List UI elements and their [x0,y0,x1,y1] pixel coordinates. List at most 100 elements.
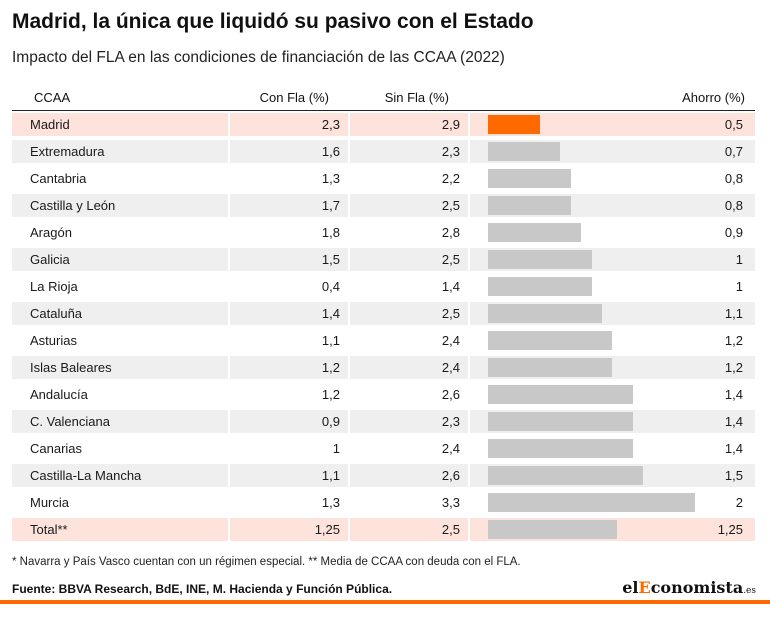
ccaa-cell-text: C. Valenciana [30,414,110,429]
ccaa-cell-text: Andalucía [30,387,88,402]
table-row: Cataluña 1,4 2,5 1,1 [12,300,755,327]
column-header-sin-fla: Sin Fla (%) [384,90,449,105]
sin-fla-cell: 2,5 [350,248,468,271]
con-fla-cell-text: 2,3 [321,117,340,132]
ccaa-cell: Andalucía [12,383,228,406]
table-row: Extremadura 1,6 2,3 0,7 [12,138,755,165]
ccaa-cell-text: Castilla-La Mancha [30,468,142,483]
ccaa-cell: Canarias [12,437,228,460]
sin-fla-cell: 2,4 [350,329,468,352]
ahorro-cell: 1,1 [470,302,755,325]
ahorro-cell-text: 0,7 [724,144,743,159]
con-fla-cell-text: 1,3 [321,171,340,186]
ahorro-bar [488,466,643,485]
ahorro-cell-text: 1,4 [724,387,743,402]
ahorro-bar [488,493,695,512]
con-fla-cell: 1,25 [230,518,348,541]
con-fla-cell: 2,3 [230,113,348,136]
ahorro-cell-text: 1,25 [717,522,743,537]
table-row: Total** 1,25 2,5 1,25 [12,516,755,543]
column-header-con-fla: Con Fla (%) [259,90,329,105]
ccaa-cell: Madrid [12,113,228,136]
con-fla-cell-text: 1,2 [321,360,340,375]
table-row: Asturias 1,1 2,4 1,2 [12,327,755,354]
ahorro-bar [488,115,540,134]
ahorro-bar [488,277,592,296]
column-header-ccaa: CCAA [34,90,71,105]
con-fla-cell: 1,2 [230,356,348,379]
sin-fla-cell-text: 2,6 [441,468,460,483]
sin-fla-cell-text: 2,6 [441,387,460,402]
ccaa-cell: Total** [12,518,228,541]
ccaa-cell: C. Valenciana [12,410,228,433]
ahorro-bar [488,412,633,431]
table-row: Castilla y León 1,7 2,5 0,8 [12,192,755,219]
con-fla-cell-text: 1,7 [321,198,340,213]
con-fla-cell: 1,6 [230,140,348,163]
sin-fla-cell: 2,2 [350,167,468,190]
table-row: Castilla-La Mancha 1,1 2,6 1,5 [12,462,755,489]
sin-fla-cell-text: 2,2 [441,171,460,186]
chart-subtitle: Impacto del FLA en las condiciones de fi… [12,49,505,66]
ccaa-cell: Castilla y León [12,194,228,217]
ccaa-cell-text: Cataluña [30,306,83,321]
column-header-ahorro: Ahorro (%) [682,90,745,105]
sin-fla-cell: 2,9 [350,113,468,136]
con-fla-cell-text: 1,25 [314,522,340,537]
ahorro-bar [488,520,617,539]
ahorro-cell: 2 [470,491,755,514]
ahorro-cell: 0,5 [470,113,755,136]
con-fla-cell: 1,1 [230,329,348,352]
con-fla-cell: 0,4 [230,275,348,298]
ccaa-cell-text: Aragón [30,225,72,240]
con-fla-cell: 0,9 [230,410,348,433]
ahorro-cell-text: 1,2 [724,360,743,375]
ahorro-bar [488,331,612,350]
ahorro-cell: 1,4 [470,410,755,433]
ahorro-cell-text: 1,4 [724,414,743,429]
ccaa-cell: Cantabria [12,167,228,190]
bottom-accent-line [0,600,770,604]
sin-fla-cell-text: 2,3 [441,144,460,159]
sin-fla-cell: 3,3 [350,491,468,514]
table-row: La Rioja 0,4 1,4 1 [12,273,755,300]
con-fla-cell: 1,2 [230,383,348,406]
ahorro-bar [488,358,612,377]
table-row: Murcia 1,3 3,3 2 [12,489,755,516]
sin-fla-cell-text: 2,4 [441,360,460,375]
ccaa-cell-text: Asturias [30,333,77,348]
chart-title: Madrid, la única que liquidó su pasivo c… [12,10,534,33]
table-row: Aragón 1,8 2,8 0,9 [12,219,755,246]
table-row: Cantabria 1,3 2,2 0,8 [12,165,755,192]
con-fla-cell: 1 [230,437,348,460]
con-fla-cell: 1,5 [230,248,348,271]
ahorro-cell-text: 2 [735,495,743,510]
eleconomista-logo: elEconomista.es [622,578,756,597]
sin-fla-cell: 2,5 [350,518,468,541]
ahorro-cell-text: 1 [735,279,743,294]
ahorro-cell-text: 0,5 [724,117,743,132]
ahorro-cell-text: 1,2 [724,333,743,348]
sin-fla-cell-text: 2,5 [441,252,460,267]
con-fla-cell-text: 1,1 [321,468,340,483]
ccaa-cell-text: Islas Baleares [30,360,112,375]
table-body: Madrid 2,3 2,9 0,5 Extremadura 1,6 2,3 0,7 Canta… [12,111,755,543]
ahorro-cell: 0,7 [470,140,755,163]
sin-fla-cell: 2,6 [350,464,468,487]
ahorro-cell-text: 1,5 [724,468,743,483]
table-row: Islas Baleares 1,2 2,4 1,2 [12,354,755,381]
con-fla-cell-text: 1,2 [321,387,340,402]
con-fla-cell-text: 1,5 [321,252,340,267]
con-fla-cell-text: 1 [332,441,340,456]
sin-fla-cell: 2,3 [350,410,468,433]
con-fla-cell-text: 0,9 [321,414,340,429]
sin-fla-cell-text: 2,8 [441,225,460,240]
sin-fla-cell: 2,5 [350,302,468,325]
ahorro-cell-text: 1 [735,252,743,267]
ccaa-cell: Aragón [12,221,228,244]
con-fla-cell: 1,1 [230,464,348,487]
ahorro-cell-text: 0,9 [724,225,743,240]
ahorro-bar [488,142,560,161]
ccaa-cell: Cataluña [12,302,228,325]
table-row: C. Valenciana 0,9 2,3 1,4 [12,408,755,435]
